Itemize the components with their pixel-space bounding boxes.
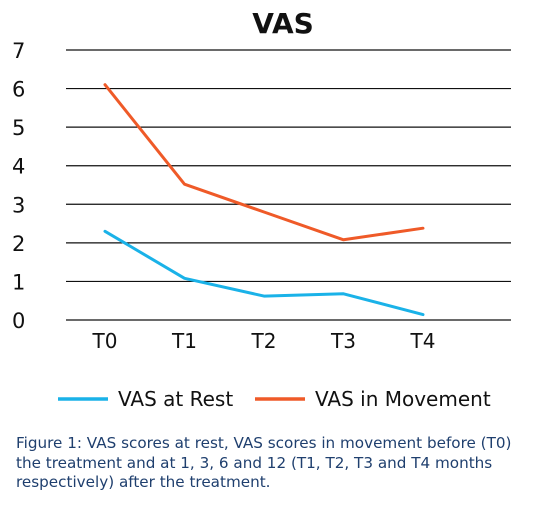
y-axis-ticks: 0 1 2 3 4 5 6 7 [12,39,25,333]
series-line-1 [103,83,425,242]
series-lines [103,83,425,317]
legend-label-0: VAS at Rest [118,387,233,411]
vas-line-chart: VAS 0 1 2 3 4 5 6 7 T0 T1 T2 T3 T4 VAS at Rest VAS i… [12,7,511,411]
series-line-0 [103,229,425,317]
legend: VAS at Rest VAS in Movement [58,387,491,411]
y-tick-label-2: 2 [12,232,25,256]
x-axis-ticks: T0 T1 T2 T3 T4 [92,329,436,353]
x-tick-label-t2: T2 [251,329,277,353]
y-tick-label-5: 5 [12,116,25,140]
y-tick-label-0: 0 [12,309,25,333]
x-tick-label-t3: T3 [330,329,356,353]
y-tick-label-3: 3 [12,193,25,217]
x-tick-label-t1: T1 [171,329,197,353]
chart-title: VAS [252,7,314,40]
y-tick-label-1: 1 [12,270,25,294]
y-tick-label-6: 6 [12,78,25,102]
gridlines [66,49,511,321]
y-tick-label-4: 4 [12,155,25,179]
x-tick-label-t4: T4 [410,329,436,353]
x-tick-label-t0: T0 [92,329,118,353]
y-tick-label-7: 7 [12,39,25,63]
figure-caption: Figure 1: VAS scores at rest, VAS scores… [16,434,512,491]
legend-label-1: VAS in Movement [315,387,491,411]
